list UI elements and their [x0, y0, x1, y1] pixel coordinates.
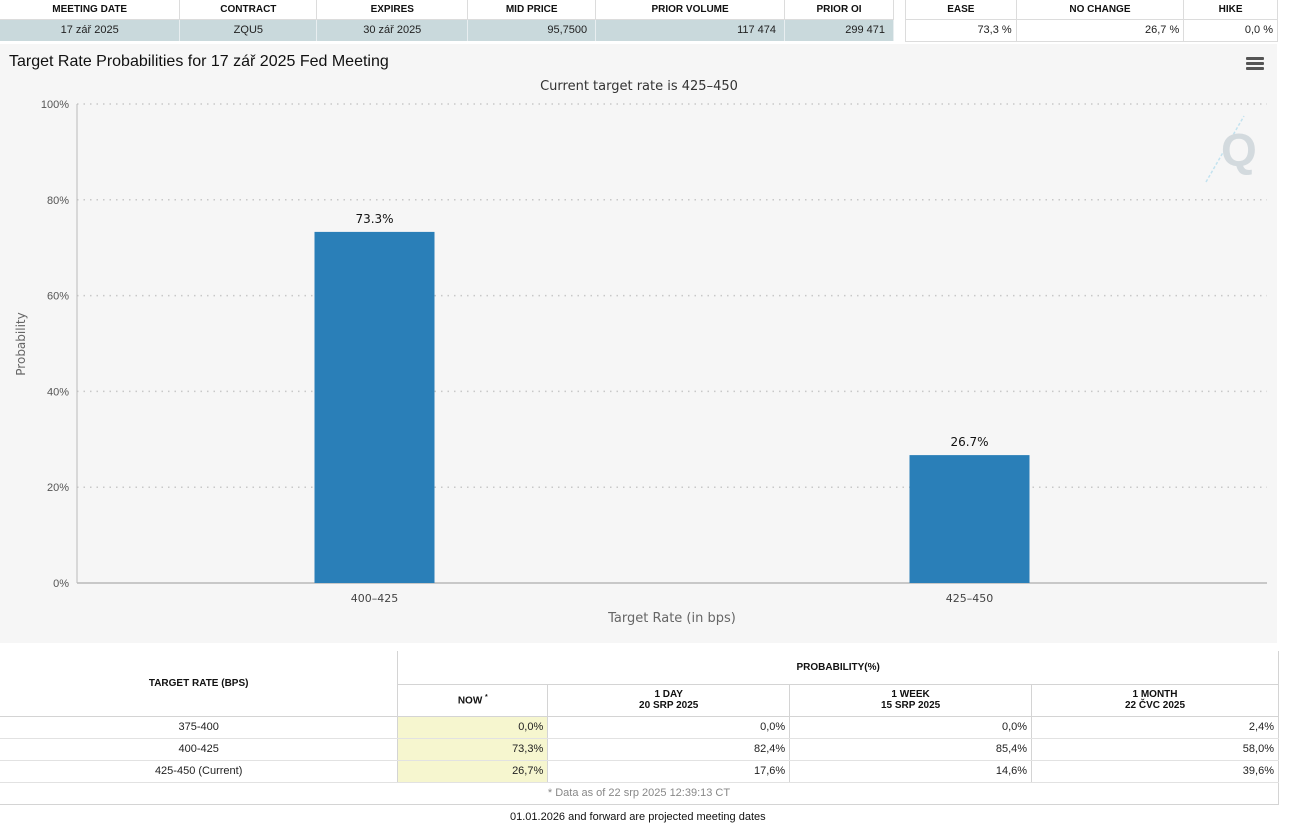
x-tick-label: 400–425	[351, 592, 399, 605]
header-contract: CONTRACT	[179, 0, 318, 20]
day-cell: 82,4%	[547, 738, 791, 761]
now-header: NOW *	[397, 684, 549, 717]
chart-title: Target Rate Probabilities for 17 zář 202…	[9, 53, 389, 70]
bar[interactable]	[314, 231, 435, 583]
header-expires: EXPIRES	[316, 0, 469, 20]
rate-cell: 400-425	[0, 738, 399, 761]
x-axis-title: Target Rate (in bps)	[607, 611, 736, 626]
meeting-info-bar: MEETING DATE CONTRACT EXPIRES MID PRICE …	[0, 0, 1290, 44]
svg-text:Q: Q	[1221, 124, 1257, 176]
month-cell: 2,4%	[1031, 716, 1279, 739]
y-axis-title: Probability	[14, 312, 28, 375]
header-no-change: NO CHANGE	[1016, 0, 1185, 20]
chart-panel: Q 0% 20% 40% 60% 80% 100% 400–425 425–450 73.3%…	[0, 44, 1277, 643]
x-tick-label: 425–450	[946, 592, 994, 605]
day-cell: 17,6%	[547, 760, 791, 783]
header-meeting-date: MEETING DATE	[0, 0, 181, 20]
header-ease: EASE	[905, 0, 1017, 20]
header-hike: HIKE	[1183, 0, 1278, 20]
contract-cell: ZQU5	[179, 19, 318, 41]
one-week-header: 1 WEEK 15 SRP 2025	[789, 684, 1033, 717]
now-cell: 26,7%	[397, 760, 549, 783]
axes: 0% 20% 40% 60% 80% 100% 400–425 425–450	[41, 99, 1267, 605]
rate-cell: 375-400	[0, 716, 399, 739]
y-tick-label: 40%	[47, 386, 69, 398]
data-timestamp-footnote: * Data as of 22 srp 2025 12:39:13 CT	[0, 782, 1279, 805]
hike-value: 0,0 %	[1183, 19, 1278, 41]
rate-cell: 425-450 (Current)	[0, 760, 399, 783]
one-month-header: 1 MONTH 22 ČVC 2025	[1031, 684, 1279, 717]
prior-volume-cell: 117 474	[595, 19, 786, 41]
table-row: 400-425 73,3% 82,4% 85,4% 58,0%	[0, 738, 1279, 761]
now-cell: 73,3%	[397, 738, 549, 761]
probability-bar-chart: Q 0% 20% 40% 60% 80% 100% 400–425 425–450 73.3%…	[14, 79, 1267, 626]
month-cell: 58,0%	[1031, 738, 1279, 761]
bar-data-label: 73.3%	[355, 212, 393, 226]
no-change-value: 26,7 %	[1016, 19, 1185, 41]
expires-cell: 30 zář 2025	[316, 19, 469, 41]
data-labels: 73.3% 26.7%	[355, 212, 988, 449]
quikstrike-q-logo: Q	[1205, 115, 1257, 183]
bar[interactable]	[909, 455, 1030, 583]
probability-detail-table: TARGET RATE (BPS) PROBABILITY(%) NOW * 1…	[0, 651, 1279, 805]
chart-subtitle: Current target rate is 425–450	[540, 79, 738, 94]
week-cell: 85,4%	[789, 738, 1033, 761]
table-row: 425-450 (Current) 26,7% 17,6% 14,6% 39,6…	[0, 760, 1279, 783]
meeting-date-cell: 17 zář 2025	[0, 19, 181, 41]
probability-header: PROBABILITY(%)	[397, 651, 1279, 685]
bars	[314, 231, 1030, 583]
week-cell: 0,0%	[789, 716, 1033, 739]
projection-note: 01.01.2026 and forward are projected mee…	[510, 811, 766, 823]
probability-summary-table: EASE NO CHANGE HIKE 73,3 % 26,7 % 0,0 %	[905, 0, 1278, 42]
y-tick-label: 60%	[47, 291, 69, 303]
grid-lines	[77, 103, 1267, 488]
month-cell: 39,6%	[1031, 760, 1279, 783]
y-tick-label: 80%	[47, 195, 69, 207]
bar-data-label: 26.7%	[950, 435, 988, 449]
header-prior-oi: PRIOR OI	[784, 0, 894, 20]
y-tick-label: 20%	[47, 482, 69, 494]
meeting-row[interactable]: 17 zář 2025 ZQU5 30 zář 2025 95,7500 117…	[0, 19, 894, 41]
y-tick-label: 100%	[41, 99, 69, 111]
y-tick-label: 0%	[53, 578, 69, 590]
one-day-header: 1 DAY 20 SRP 2025	[547, 684, 791, 717]
header-mid-price: MID PRICE	[467, 0, 597, 20]
hamburger-menu-icon[interactable]	[1246, 57, 1264, 71]
table-row: 375-400 0,0% 0,0% 0,0% 2,4%	[0, 716, 1279, 739]
target-rate-header: TARGET RATE (BPS)	[0, 651, 399, 717]
week-cell: 14,6%	[789, 760, 1033, 783]
header-prior-volume: PRIOR VOLUME	[595, 0, 786, 20]
ease-value: 73,3 %	[905, 19, 1017, 41]
day-cell: 0,0%	[547, 716, 791, 739]
meeting-table: MEETING DATE CONTRACT EXPIRES MID PRICE …	[0, 0, 894, 41]
now-cell: 0,0%	[397, 716, 549, 739]
prior-oi-cell: 299 471	[784, 19, 894, 41]
mid-price-cell: 95,7500	[467, 19, 597, 41]
